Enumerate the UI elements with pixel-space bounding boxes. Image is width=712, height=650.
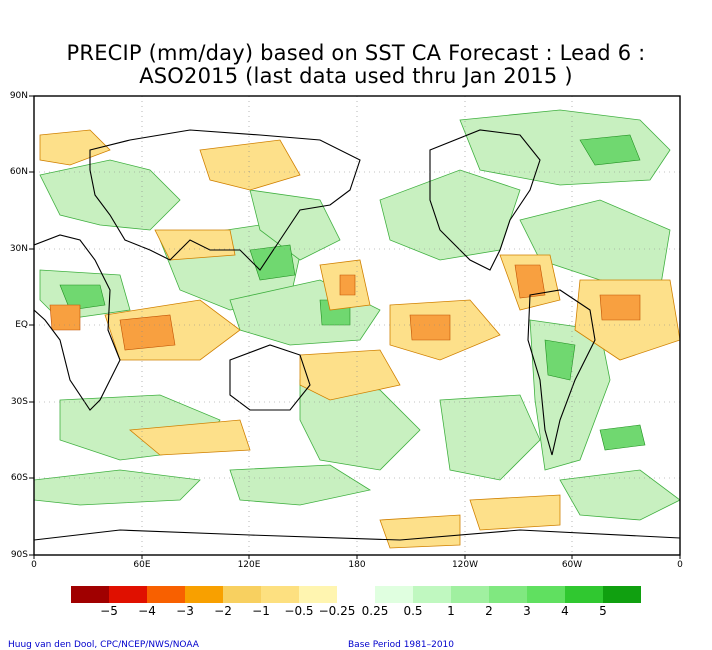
lon-label: 60E	[133, 560, 151, 570]
legend-swatch	[337, 586, 375, 603]
coastlines	[34, 129, 680, 541]
legend-swatch	[489, 586, 527, 603]
lat-label: 30N	[9, 244, 28, 254]
credit-author: Huug van den Dool, CPC/NCEP/NWS/NOAA	[8, 640, 199, 650]
lon-label: 60W	[561, 560, 583, 570]
legend-label: 0.5	[403, 604, 423, 618]
legend-label: −5	[100, 604, 118, 618]
legend-swatch	[71, 586, 109, 603]
lat-label: 90N	[9, 91, 28, 101]
legend-swatch	[375, 586, 413, 603]
lon-label: 120E	[237, 560, 261, 570]
legend-label: −2	[214, 604, 232, 618]
legend-label: −1	[252, 604, 270, 618]
legend-label: 0.25	[361, 604, 389, 618]
legend-swatch	[565, 586, 603, 603]
lon-label: 120W	[451, 560, 479, 570]
legend-swatch	[223, 586, 261, 603]
legend-label: −0.5	[284, 604, 314, 618]
legend-swatch	[451, 586, 489, 603]
legend-swatch	[603, 586, 641, 603]
legend-label: 3	[523, 604, 531, 618]
lat-label: 30S	[10, 397, 28, 407]
legend-label: 2	[485, 604, 493, 618]
lon-label: 0	[31, 560, 37, 570]
legend-swatch	[147, 586, 185, 603]
lat-label: EQ	[15, 320, 28, 330]
lon-label: 180	[348, 560, 366, 570]
legend-swatch	[527, 586, 565, 603]
legend-label: −3	[176, 604, 194, 618]
lat-label: 90S	[10, 550, 28, 560]
legend-label: 1	[447, 604, 455, 618]
map-title-line1: PRECIP (mm/day) based on SST CA Forecast…	[66, 41, 646, 65]
color-legend	[71, 586, 641, 603]
lon-label: 0	[677, 560, 683, 570]
legend-label: 5	[599, 604, 607, 618]
legend-label: −0.25	[318, 604, 356, 618]
credit-base-period: Base Period 1981–2010	[348, 640, 455, 650]
precip-field	[34, 96, 680, 555]
legend-label: 4	[561, 604, 569, 618]
legend-swatch	[185, 586, 223, 603]
legend-swatch	[109, 586, 147, 603]
map-title-line2: ASO2015 (last data used thru Jan 2015 )	[139, 64, 573, 88]
lat-label: 60N	[9, 167, 28, 177]
lat-label: 60S	[10, 473, 28, 483]
legend-swatch	[413, 586, 451, 603]
legend-swatch	[299, 586, 337, 603]
legend-label: −4	[138, 604, 156, 618]
legend-swatch	[261, 586, 299, 603]
